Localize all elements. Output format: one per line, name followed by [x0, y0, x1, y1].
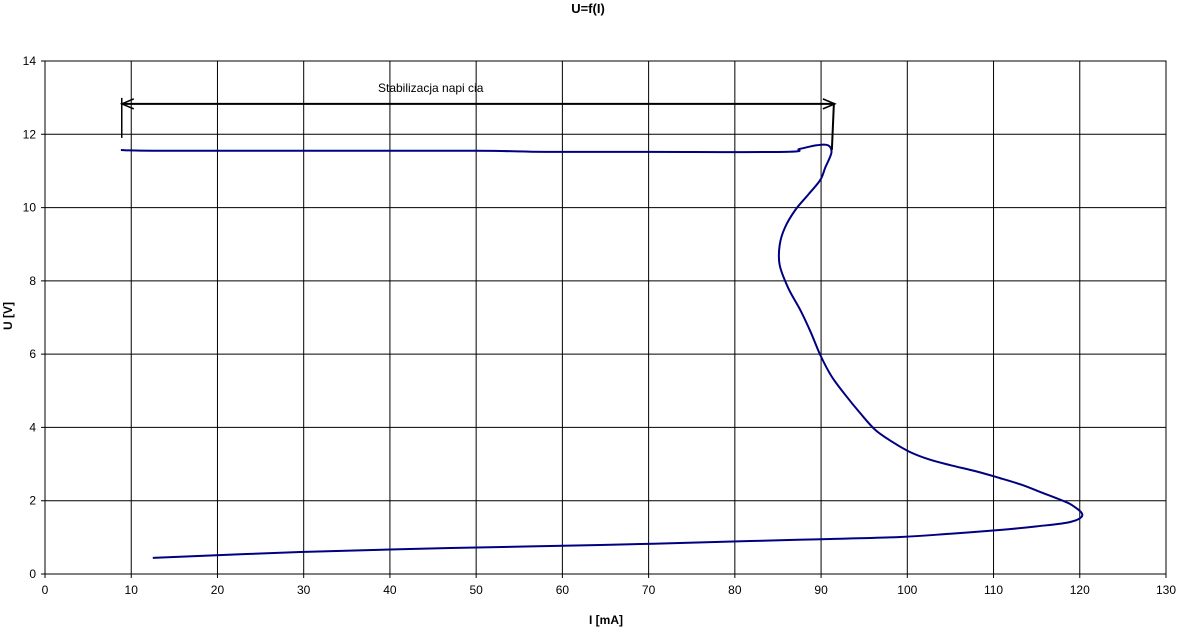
- annotation-group: Stabilizacja napi cia: [119, 81, 837, 150]
- x-tick-label: 110: [984, 583, 1003, 597]
- annotation-text: Stabilizacja napi cia: [378, 81, 484, 95]
- arrow-head-right-icon: [822, 98, 837, 110]
- x-tick-label: 60: [556, 583, 570, 597]
- y-tick-label: 0: [29, 567, 36, 581]
- y-tick-label: 4: [29, 420, 36, 434]
- x-tick-label: 100: [897, 583, 917, 597]
- y-tick-label: 14: [23, 54, 37, 68]
- y-tick-label: 8: [29, 274, 36, 288]
- plot-area-border: [44, 60, 1167, 575]
- y-axis-label: U [V]: [1, 302, 15, 330]
- grid: [41, 60, 1167, 578]
- x-tick-label: 50: [469, 583, 483, 597]
- x-tick-label: 90: [814, 583, 828, 597]
- y-tick-label: 2: [29, 494, 36, 508]
- x-tick-label: 130: [1156, 583, 1176, 597]
- x-tick-label: 70: [642, 583, 656, 597]
- x-axis-label: I [mA]: [589, 613, 623, 627]
- series-group: [120, 143, 1084, 559]
- x-tick-label: 0: [42, 583, 49, 597]
- y-tick-label: 6: [29, 347, 36, 361]
- x-tick-label: 40: [383, 583, 397, 597]
- series-line: [120, 143, 1084, 559]
- x-tick-label: 20: [211, 583, 225, 597]
- x-tick-label: 10: [125, 583, 139, 597]
- x-tick-label: 120: [1070, 583, 1090, 597]
- x-axis: 0 10 20 30 40 50 60 70 80 90 100 110 120 130: [42, 583, 1177, 597]
- x-tick-label: 30: [297, 583, 311, 597]
- x-tick-label: 80: [728, 583, 742, 597]
- y-axis: 0 2 4 6 8 10 12 14: [23, 54, 37, 581]
- y-tick-label: 12: [23, 127, 37, 141]
- y-tick-label: 10: [23, 201, 37, 215]
- annotation-right-tick: [830, 103, 835, 150]
- chart-title: U=f(I): [571, 1, 605, 16]
